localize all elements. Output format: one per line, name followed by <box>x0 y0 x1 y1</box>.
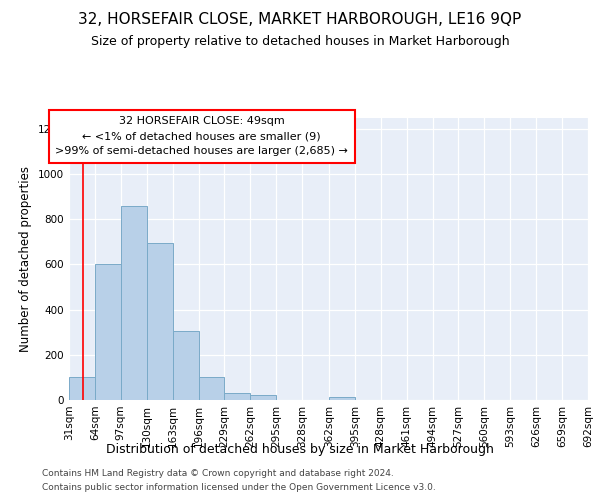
Text: Distribution of detached houses by size in Market Harborough: Distribution of detached houses by size … <box>106 442 494 456</box>
Y-axis label: Number of detached properties: Number of detached properties <box>19 166 32 352</box>
Bar <box>173 331 199 400</box>
Bar <box>69 378 95 400</box>
Bar <box>224 393 250 400</box>
Text: 32, HORSEFAIR CLOSE, MARKET HARBOROUGH, LE16 9QP: 32, HORSEFAIR CLOSE, MARKET HARBOROUGH, … <box>79 12 521 28</box>
Text: Contains public sector information licensed under the Open Government Licence v3: Contains public sector information licen… <box>42 484 436 492</box>
Bar <box>95 264 121 400</box>
Bar <box>147 243 173 400</box>
Text: Size of property relative to detached houses in Market Harborough: Size of property relative to detached ho… <box>91 35 509 48</box>
Bar <box>329 396 355 400</box>
Bar <box>250 396 276 400</box>
Bar <box>121 206 147 400</box>
Bar <box>199 378 224 400</box>
Text: 32 HORSEFAIR CLOSE: 49sqm
← <1% of detached houses are smaller (9)
>99% of semi-: 32 HORSEFAIR CLOSE: 49sqm ← <1% of detac… <box>55 116 348 156</box>
Text: Contains HM Land Registry data © Crown copyright and database right 2024.: Contains HM Land Registry data © Crown c… <box>42 468 394 477</box>
